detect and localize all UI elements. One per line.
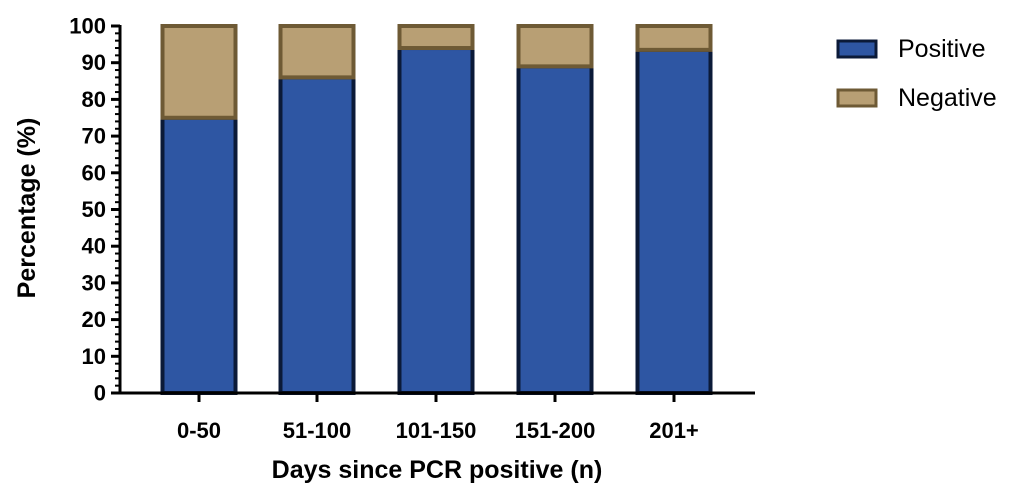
x-tick-labels: 0-50 51-100 101-150 151-200 201+	[177, 418, 699, 443]
x-axis-title: Days since PCR positive (n)	[272, 456, 603, 484]
axes-layer	[111, 24, 755, 402]
y-tick-label: 40	[82, 234, 106, 259]
bar-negative-201+	[635, 24, 713, 52]
y-tick-labels: 0 10 20 30 40 50 60 70 80 90 100	[69, 14, 106, 406]
x-tick-label: 0-50	[177, 418, 221, 443]
bar-positive-0-50	[160, 115, 238, 395]
y-tick-label: 30	[82, 270, 106, 295]
bar-positive-151-200	[516, 64, 594, 396]
y-tick-label: 70	[82, 124, 106, 149]
legend-label-positive: Positive	[898, 35, 986, 63]
y-tick-label: 60	[82, 160, 106, 185]
y-tick-label: 50	[82, 197, 106, 222]
bar-positive-101-150	[397, 46, 475, 396]
x-tick-label: 101-150	[396, 418, 477, 443]
y-axis-title: Percentage (%)	[13, 118, 41, 299]
bar-negative-51-100	[278, 24, 356, 80]
y-tick-label: 90	[82, 50, 106, 75]
legend-label-negative: Negative	[898, 84, 997, 112]
y-tick-label: 10	[82, 344, 106, 369]
bar-positive-201+	[635, 47, 713, 395]
x-tick-label: 151-200	[515, 418, 596, 443]
bar-negative-151-200	[516, 24, 594, 69]
bars-layer	[160, 24, 713, 396]
y-tick-label: 0	[94, 381, 106, 406]
legend-swatch-positive	[836, 39, 878, 59]
bar-negative-101-150	[397, 24, 475, 51]
legend: Positive Negative	[836, 35, 997, 112]
y-tick-label: 80	[82, 87, 106, 112]
bar-positive-51-100	[278, 75, 356, 395]
legend-swatch-negative	[836, 88, 878, 108]
y-tick-label: 100	[69, 14, 106, 39]
x-tick-label: 201+	[649, 418, 699, 443]
y-tick-label: 20	[82, 307, 106, 332]
bar-negative-0-50	[160, 24, 238, 120]
x-tick-label: 51-100	[283, 418, 352, 443]
